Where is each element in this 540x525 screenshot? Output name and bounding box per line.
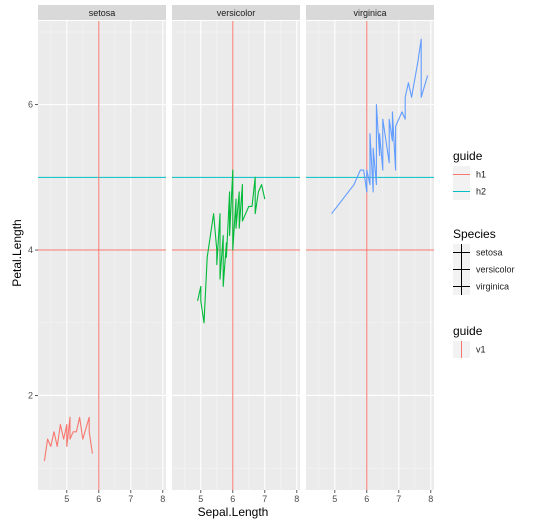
x-tick-label: 5 bbox=[332, 494, 337, 504]
legend-Species-1: Species setosa versicolor virginica bbox=[453, 227, 515, 295]
legend-label: setosa bbox=[476, 248, 503, 258]
x-tick-label: 7 bbox=[262, 494, 267, 504]
facet-strip-label: versicolor bbox=[217, 8, 256, 18]
x-tick-label: 8 bbox=[428, 494, 433, 504]
legend-label: v1 bbox=[476, 345, 486, 355]
x-axis-title: Sepal.Length bbox=[198, 505, 269, 519]
legend-title: guide bbox=[453, 324, 483, 338]
y-axis: 2 4 6 bbox=[28, 100, 38, 400]
legend-label: h2 bbox=[476, 187, 486, 197]
facet-strip bbox=[306, 5, 434, 20]
facet-panel-virginica: virginica 5 6 7 8 bbox=[306, 5, 434, 504]
legend-label: virginica bbox=[476, 282, 509, 292]
x-tick-label: 5 bbox=[198, 494, 203, 504]
series-line-versicolor bbox=[197, 169, 266, 324]
facet-strip bbox=[38, 5, 166, 20]
x-tick-label: 6 bbox=[96, 494, 101, 504]
legend-title: Species bbox=[453, 227, 496, 241]
x-tick-label: 7 bbox=[396, 494, 401, 504]
x-tick-label: 7 bbox=[128, 494, 133, 504]
panel-background bbox=[306, 21, 434, 490]
x-tick-label: 8 bbox=[160, 494, 165, 504]
legend-label: h1 bbox=[476, 170, 486, 180]
facet-strip-label: virginica bbox=[353, 8, 386, 18]
panel-background bbox=[38, 21, 166, 490]
x-tick-label: 6 bbox=[230, 494, 235, 504]
series-line-setosa bbox=[43, 416, 93, 461]
x-tick-label: 6 bbox=[364, 494, 369, 504]
x-tick-label: 5 bbox=[64, 494, 69, 504]
legend-label: versicolor bbox=[476, 265, 515, 275]
facet-strip-label: setosa bbox=[89, 8, 116, 18]
legend-guide-0: guide h1 h2 bbox=[453, 149, 486, 200]
x-tick-label: 8 bbox=[294, 494, 299, 504]
series-line-virginica bbox=[331, 38, 429, 215]
y-tick-label: 4 bbox=[28, 245, 33, 255]
panel-background bbox=[172, 21, 300, 490]
legend-area: guide h1 h2 Species setosa versicolor virginic… bbox=[453, 149, 515, 358]
facet-panel-versicolor: versicolor 5 6 7 8 bbox=[172, 5, 300, 504]
facet-strip bbox=[172, 5, 300, 20]
y-axis-title: Petal.Length bbox=[10, 219, 24, 286]
legend-guide-2: guide v1 bbox=[453, 324, 486, 358]
legend-title: guide bbox=[453, 149, 483, 163]
facet-panel-setosa: setosa 5 6 7 8 bbox=[38, 5, 166, 504]
y-tick-label: 6 bbox=[28, 100, 33, 110]
y-tick-label: 2 bbox=[28, 390, 33, 400]
